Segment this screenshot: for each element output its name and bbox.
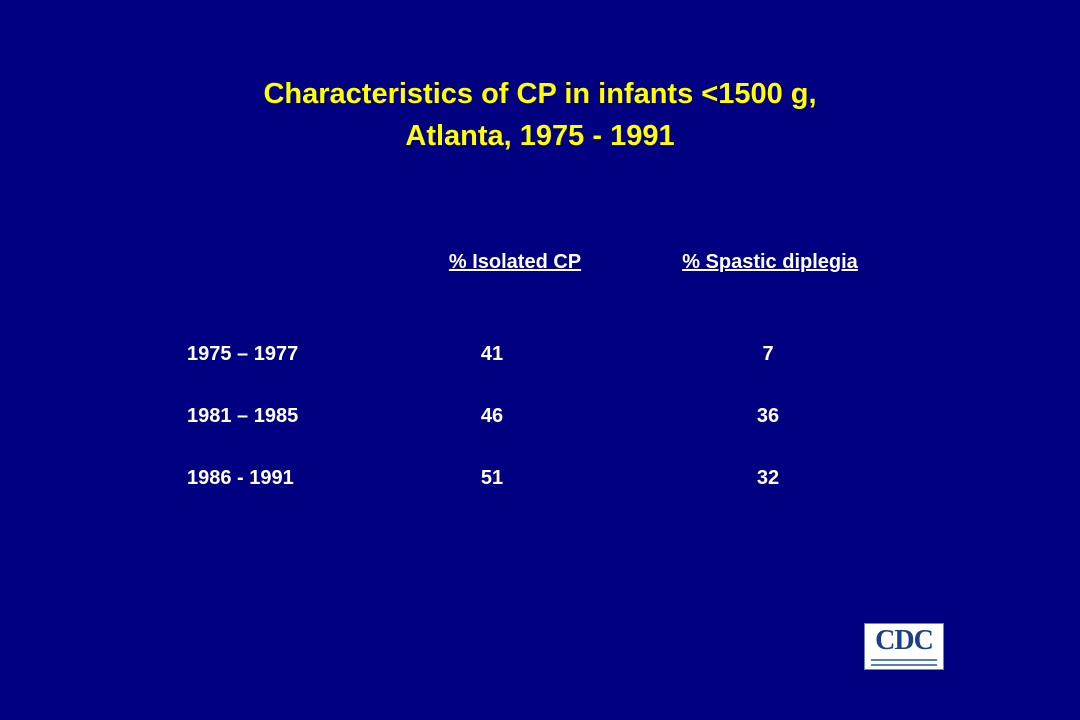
row-label: 1981 – 1985 xyxy=(187,405,299,427)
cell-value: 41 xyxy=(480,343,504,365)
row-label: 1986 - 1991 xyxy=(187,467,294,489)
column-header: % Isolated CP xyxy=(448,251,582,273)
title-line: Atlanta, 1975 - 1991 xyxy=(405,120,675,152)
cell-value: 7 xyxy=(762,343,774,365)
logo-subtext xyxy=(871,664,937,666)
row-label: 1975 – 1977 xyxy=(187,343,299,365)
cell-value: 51 xyxy=(480,467,504,489)
logo-subtext xyxy=(871,659,937,661)
cell-value: 36 xyxy=(756,405,780,427)
cell-value: 46 xyxy=(480,405,504,427)
title-line: Characteristics of CP in infants <1500 g… xyxy=(263,78,817,110)
logo-text: CDC xyxy=(875,625,934,656)
column-header: % Spastic diplegia xyxy=(682,251,858,273)
cell-value: 32 xyxy=(756,467,780,489)
cdc-logo: CDC xyxy=(864,623,944,670)
